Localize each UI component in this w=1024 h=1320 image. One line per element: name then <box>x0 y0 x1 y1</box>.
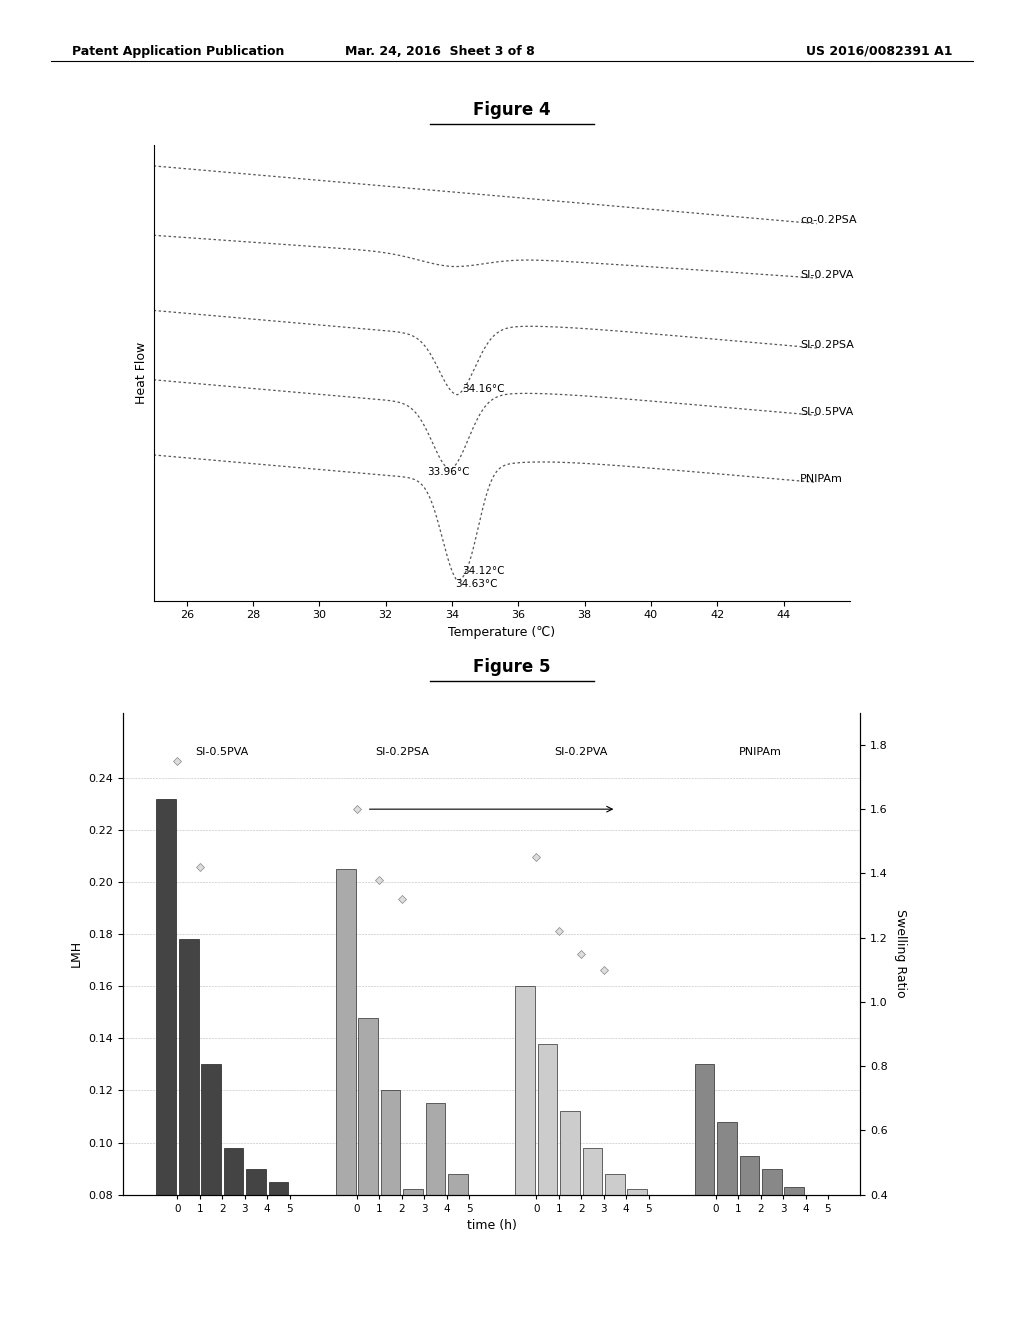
Y-axis label: Heat Flow: Heat Flow <box>135 342 148 404</box>
Text: PNIPAm: PNIPAm <box>739 747 782 758</box>
Bar <box>762 1168 781 1195</box>
Text: Figure 4: Figure 4 <box>473 100 551 119</box>
Bar <box>336 869 355 1195</box>
Text: SI-0.2PSA: SI-0.2PSA <box>375 747 429 758</box>
Bar <box>538 1044 557 1195</box>
Bar <box>784 1187 804 1195</box>
Text: US 2016/0082391 A1: US 2016/0082391 A1 <box>806 45 952 58</box>
Bar <box>628 1189 647 1195</box>
Text: SI-0.5PVA: SI-0.5PVA <box>196 747 249 758</box>
Text: SI-0.2PVA: SI-0.2PVA <box>555 747 608 758</box>
Bar <box>179 940 199 1195</box>
Bar <box>694 1064 715 1195</box>
Bar <box>717 1122 737 1195</box>
Text: 34.63°C: 34.63°C <box>456 579 498 589</box>
Bar <box>449 1173 468 1195</box>
Y-axis label: Swelling Ratio: Swelling Ratio <box>894 909 907 998</box>
X-axis label: Temperature (℃): Temperature (℃) <box>449 626 555 639</box>
Bar <box>202 1064 221 1195</box>
Text: SI-0.5PVA: SI-0.5PVA <box>800 407 853 417</box>
Bar <box>358 1018 378 1195</box>
Text: 34.12°C: 34.12°C <box>462 566 504 576</box>
Text: Patent Application Publication: Patent Application Publication <box>72 45 284 58</box>
Bar <box>381 1090 400 1195</box>
Bar <box>426 1104 445 1195</box>
Text: 34.16°C: 34.16°C <box>462 384 505 393</box>
Y-axis label: LMH: LMH <box>70 940 83 968</box>
Bar <box>605 1173 625 1195</box>
Text: PNIPAm: PNIPAm <box>800 474 843 484</box>
Text: SI-0.2PVA: SI-0.2PVA <box>800 271 854 280</box>
Bar <box>268 1181 289 1195</box>
Text: 33.96°C: 33.96°C <box>427 467 470 477</box>
Bar <box>246 1168 266 1195</box>
Text: Figure 5: Figure 5 <box>473 657 551 676</box>
Bar <box>157 799 176 1195</box>
Bar <box>223 1147 244 1195</box>
Text: co-0.2PSA: co-0.2PSA <box>800 215 857 226</box>
Bar <box>583 1147 602 1195</box>
X-axis label: time (h): time (h) <box>467 1220 516 1232</box>
Bar <box>807 1195 826 1208</box>
Text: Mar. 24, 2016  Sheet 3 of 8: Mar. 24, 2016 Sheet 3 of 8 <box>345 45 536 58</box>
Bar <box>739 1155 760 1195</box>
Bar <box>515 986 535 1195</box>
Bar <box>403 1189 423 1195</box>
Text: SI-0.2PSA: SI-0.2PSA <box>800 339 854 350</box>
Bar <box>560 1111 580 1195</box>
